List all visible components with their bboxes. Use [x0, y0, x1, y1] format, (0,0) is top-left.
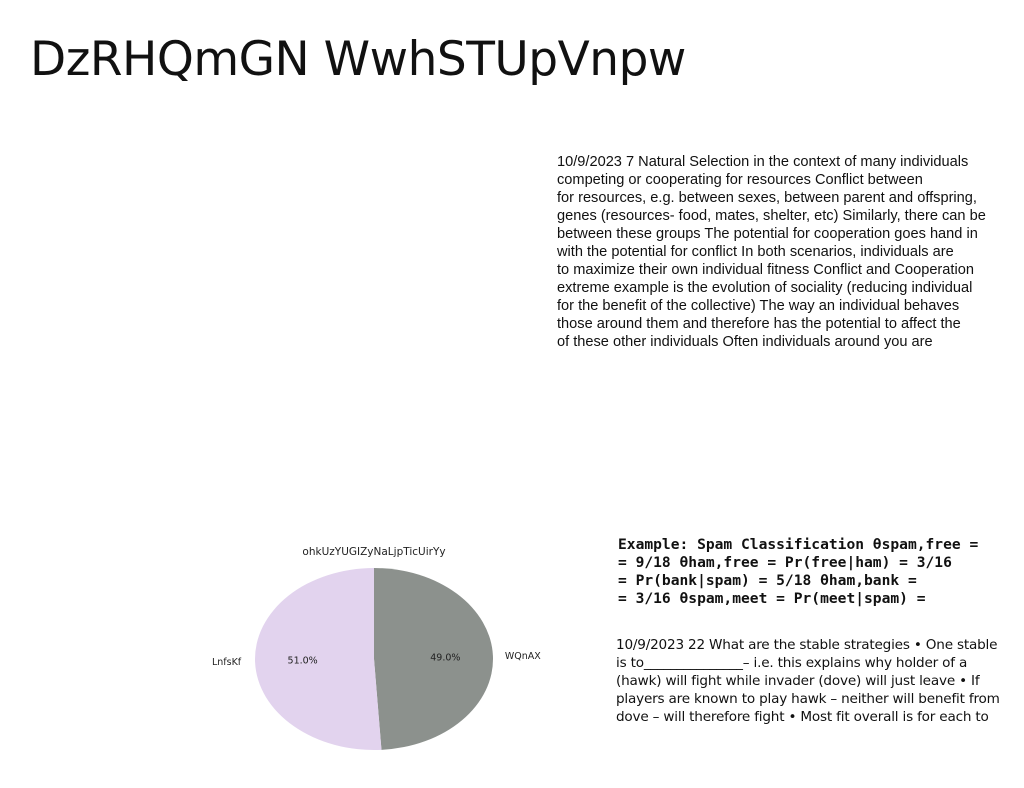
heading-line: = 3/16 θspam,meet = Pr(meet|spam) = — [618, 590, 926, 607]
text-line: genes (resources- food, mates, shelter, … — [557, 208, 986, 224]
text-line: (hawk) will fight while invader (dove) w… — [616, 673, 980, 689]
pie-slice-lnfskf — [254, 568, 382, 750]
chart-title: ohkUzYUGIZyNaLjpTicUirYy — [302, 546, 445, 558]
text-line: competing or cooperating for resources C… — [557, 172, 923, 188]
text-line: to maximize their own individual fitness… — [557, 262, 974, 278]
text-line: is to_______________– i.e. this explains… — [616, 655, 968, 671]
text-line: 10/9/2023 7 Natural Selection in the con… — [557, 154, 969, 170]
text-line: 10/9/2023 22 What are the stable strateg… — [616, 637, 998, 653]
pie-chart-svg: ohkUzYUGIZyNaLjpTicUirYy 49.0% WQnAX 51.0%… — [212, 546, 541, 750]
pie-pct-label: 49.0% — [430, 652, 460, 663]
text-block-stable-strategies: 10/9/2023 22 What are the stable strateg… — [616, 636, 1024, 726]
heading-line: = Pr(bank|spam) = 5/18 θham,bank = — [618, 572, 917, 589]
text-line: players are known to play hawk – neither… — [616, 691, 1000, 707]
heading-line: Example: Spam Classification θspam,free … — [618, 536, 979, 553]
pie-pct-label: 51.0% — [288, 656, 318, 667]
text-line: extreme example is the evolution of soci… — [557, 280, 973, 296]
pie-category-label: WQnAX — [505, 651, 541, 662]
pie-slice-wqnax — [374, 568, 493, 750]
pie-chart: ohkUzYUGIZyNaLjpTicUirYy 49.0% WQnAX 51.0%… — [200, 535, 560, 760]
text-line: between these groups The potential for c… — [557, 226, 978, 242]
text-block-natural-selection: 10/9/2023 7 Natural Selection in the con… — [557, 153, 1024, 351]
text-line: dove – will therefore fight • Most fit o… — [616, 709, 989, 725]
text-line: those around them and therefore has the … — [557, 316, 961, 332]
text-line: for the benefit of the collective) The w… — [557, 298, 960, 314]
text-line: of these other individuals Often individ… — [557, 334, 933, 350]
pie-category-label: LnfsKf — [212, 657, 242, 668]
spam-classification-heading: Example: Spam Classification θspam,free … — [618, 536, 1018, 608]
text-line: with the potential for conflict In both … — [557, 244, 954, 260]
page-title: DzRHQmGN WwhSTUpVnpw — [30, 32, 686, 87]
text-line: for resources, e.g. between sexes, betwe… — [557, 190, 977, 206]
heading-line: = 9/18 θham,free = Pr(free|ham) = 3/16 — [618, 554, 952, 571]
